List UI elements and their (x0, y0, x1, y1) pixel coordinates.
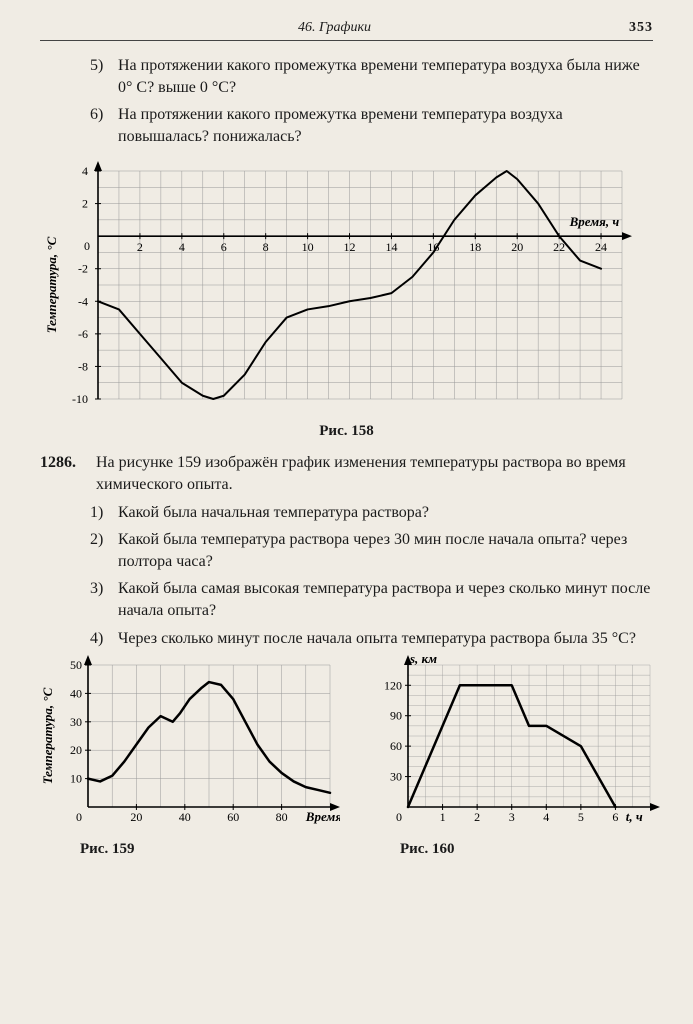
svg-text:3: 3 (509, 810, 515, 824)
svg-text:40: 40 (179, 810, 191, 824)
svg-text:2: 2 (137, 241, 143, 255)
svg-text:18: 18 (469, 241, 481, 255)
question-number: 2) (90, 529, 118, 572)
question-number: 4) (90, 628, 118, 650)
svg-text:12: 12 (344, 241, 356, 255)
chart-159: 20 40 60 80 10 20 30 40 50 0 Температура, °С Время,… (40, 655, 340, 868)
svg-text:8: 8 (263, 241, 269, 255)
question-6: 6) На протяжении какого промежутка време… (90, 104, 653, 147)
svg-text:0: 0 (84, 240, 90, 254)
chapter-title: 46. Графики (40, 20, 629, 36)
svg-text:60: 60 (390, 739, 402, 753)
fig158-caption: Рис. 158 (40, 423, 653, 440)
svg-text:60: 60 (227, 810, 239, 824)
question-5: 5) На протяжении какого промежутка време… (90, 55, 653, 98)
svg-text:80: 80 (276, 810, 288, 824)
page-header: 46. Графики 353 (40, 20, 653, 41)
svg-text:1: 1 (440, 810, 446, 824)
svg-text:4: 4 (543, 810, 549, 824)
fig160-caption: Рис. 160 (400, 841, 660, 858)
svg-text:20: 20 (511, 241, 523, 255)
svg-text:-2: -2 (78, 262, 88, 276)
svg-text:4: 4 (82, 164, 88, 178)
svg-text:10: 10 (70, 772, 82, 786)
svg-text:t, ч: t, ч (626, 809, 643, 824)
question-4: 4) Через сколько минут после начала опыт… (90, 628, 653, 650)
svg-text:120: 120 (384, 678, 402, 692)
question-1: 1) Какой была начальная температура раст… (90, 502, 653, 524)
question-text: Какой была самая высокая температура рас… (118, 578, 653, 621)
svg-text:6: 6 (221, 241, 227, 255)
question-number: 5) (90, 55, 118, 98)
question-number: 3) (90, 578, 118, 621)
svg-text:30: 30 (70, 715, 82, 729)
svg-text:s, км: s, км (409, 655, 437, 666)
question-text: На протяжении какого промежутка времени … (118, 55, 653, 98)
svg-text:40: 40 (70, 687, 82, 701)
svg-text:10: 10 (302, 241, 314, 255)
question-number: 1) (90, 502, 118, 524)
svg-text:0: 0 (76, 810, 82, 824)
svg-text:30: 30 (390, 770, 402, 784)
svg-text:-8: -8 (78, 360, 88, 374)
svg-text:24: 24 (595, 241, 607, 255)
question-3: 3) Какой была самая высокая температура … (90, 578, 653, 621)
question-2: 2) Какой была температура раствора через… (90, 529, 653, 572)
svg-text:Время, ч: Время, ч (569, 215, 620, 230)
problem-1286: 1286. На рисунке 159 изображён график из… (40, 452, 653, 495)
svg-text:90: 90 (390, 709, 402, 723)
svg-text:-6: -6 (78, 327, 88, 341)
problem-intro: На рисунке 159 изображён график изменени… (96, 452, 653, 495)
svg-text:6: 6 (612, 810, 618, 824)
svg-text:-10: -10 (72, 392, 88, 406)
question-text: На протяжении какого промежутка времени … (118, 104, 653, 147)
svg-text:Температура, °С: Температура, °С (40, 688, 55, 785)
fig159-caption: Рис. 159 (80, 841, 340, 858)
question-text: Какой была начальная температура раствор… (118, 502, 653, 524)
svg-text:20: 20 (130, 810, 142, 824)
problem-number: 1286. (40, 452, 96, 495)
svg-text:4: 4 (179, 241, 185, 255)
question-text: Какой была температура раствора через 30… (118, 529, 653, 572)
svg-text:20: 20 (70, 743, 82, 757)
svg-text:-4: -4 (78, 295, 88, 309)
question-text: Через сколько минут после начала опыта т… (118, 628, 653, 650)
svg-text:50: 50 (70, 658, 82, 672)
svg-text:Время, мин: Время, мин (305, 809, 340, 824)
chart-160: 1 2 3 4 5 6 30 60 90 120 0 s, км t, ч Рис. 160 (360, 655, 660, 868)
svg-text:Температура, °С: Температура, °С (44, 237, 59, 334)
svg-text:2: 2 (474, 810, 480, 824)
page-number: 353 (629, 20, 653, 36)
svg-text:2: 2 (82, 197, 88, 211)
svg-text:5: 5 (578, 810, 584, 824)
svg-text:14: 14 (385, 241, 397, 255)
chart-158: 2468101214161820222424-2-4-6-8-10Темпера… (40, 157, 653, 417)
svg-text:0: 0 (396, 810, 402, 824)
question-number: 6) (90, 104, 118, 147)
